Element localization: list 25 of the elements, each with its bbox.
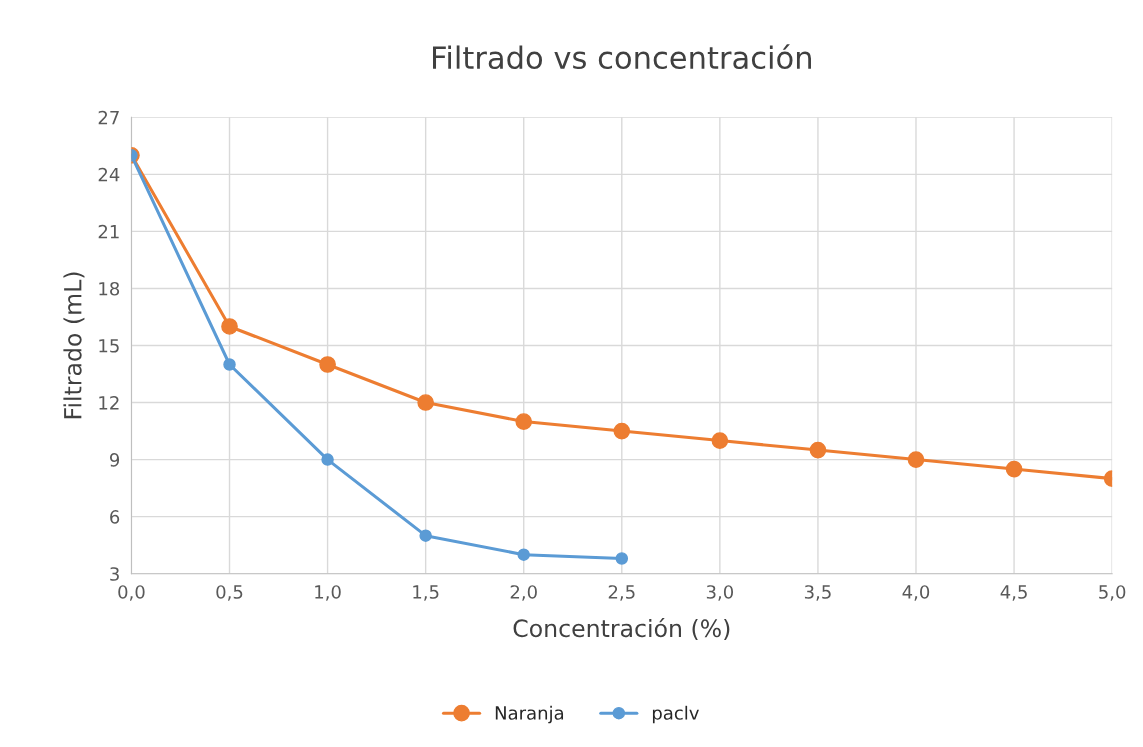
x-tick-label: 0,5 (216, 585, 243, 601)
y-tick-label: 21 (98, 224, 119, 239)
legend-label: paclv (652, 705, 699, 724)
y-tick-label: 27 (98, 110, 119, 125)
x-axis-title: Concentración (%) (513, 618, 730, 640)
y-tick-label: 15 (99, 339, 119, 353)
y-tick-label: 9 (109, 453, 120, 467)
x-tick-label: 3,0 (706, 585, 734, 601)
x-tick-label: 2,5 (608, 585, 635, 601)
y-tick-label: 3 (110, 567, 119, 581)
x-tick-label: 3,5 (804, 585, 831, 601)
x-tick-label: 2,0 (510, 585, 537, 601)
x-tick-label: 5,0 (1099, 585, 1126, 601)
x-tick-label: 1,0 (315, 585, 341, 601)
y-tick-label: 12 (99, 396, 119, 410)
y-tick-label: 18 (99, 281, 120, 296)
x-tick-label: 4,0 (902, 585, 930, 601)
y-tick-label: 24 (98, 167, 120, 182)
chart-title: Filtrado vs concentración (433, 44, 811, 70)
x-tick-label: 4,5 (1000, 585, 1027, 601)
x-tick-label: 1,5 (413, 585, 439, 601)
y-axis-title: Filtrado (mL) (63, 272, 85, 419)
legend-label: Naranja (495, 705, 564, 724)
x-tick-label: 0,0 (118, 585, 145, 601)
y-tick-label: 6 (110, 510, 120, 524)
